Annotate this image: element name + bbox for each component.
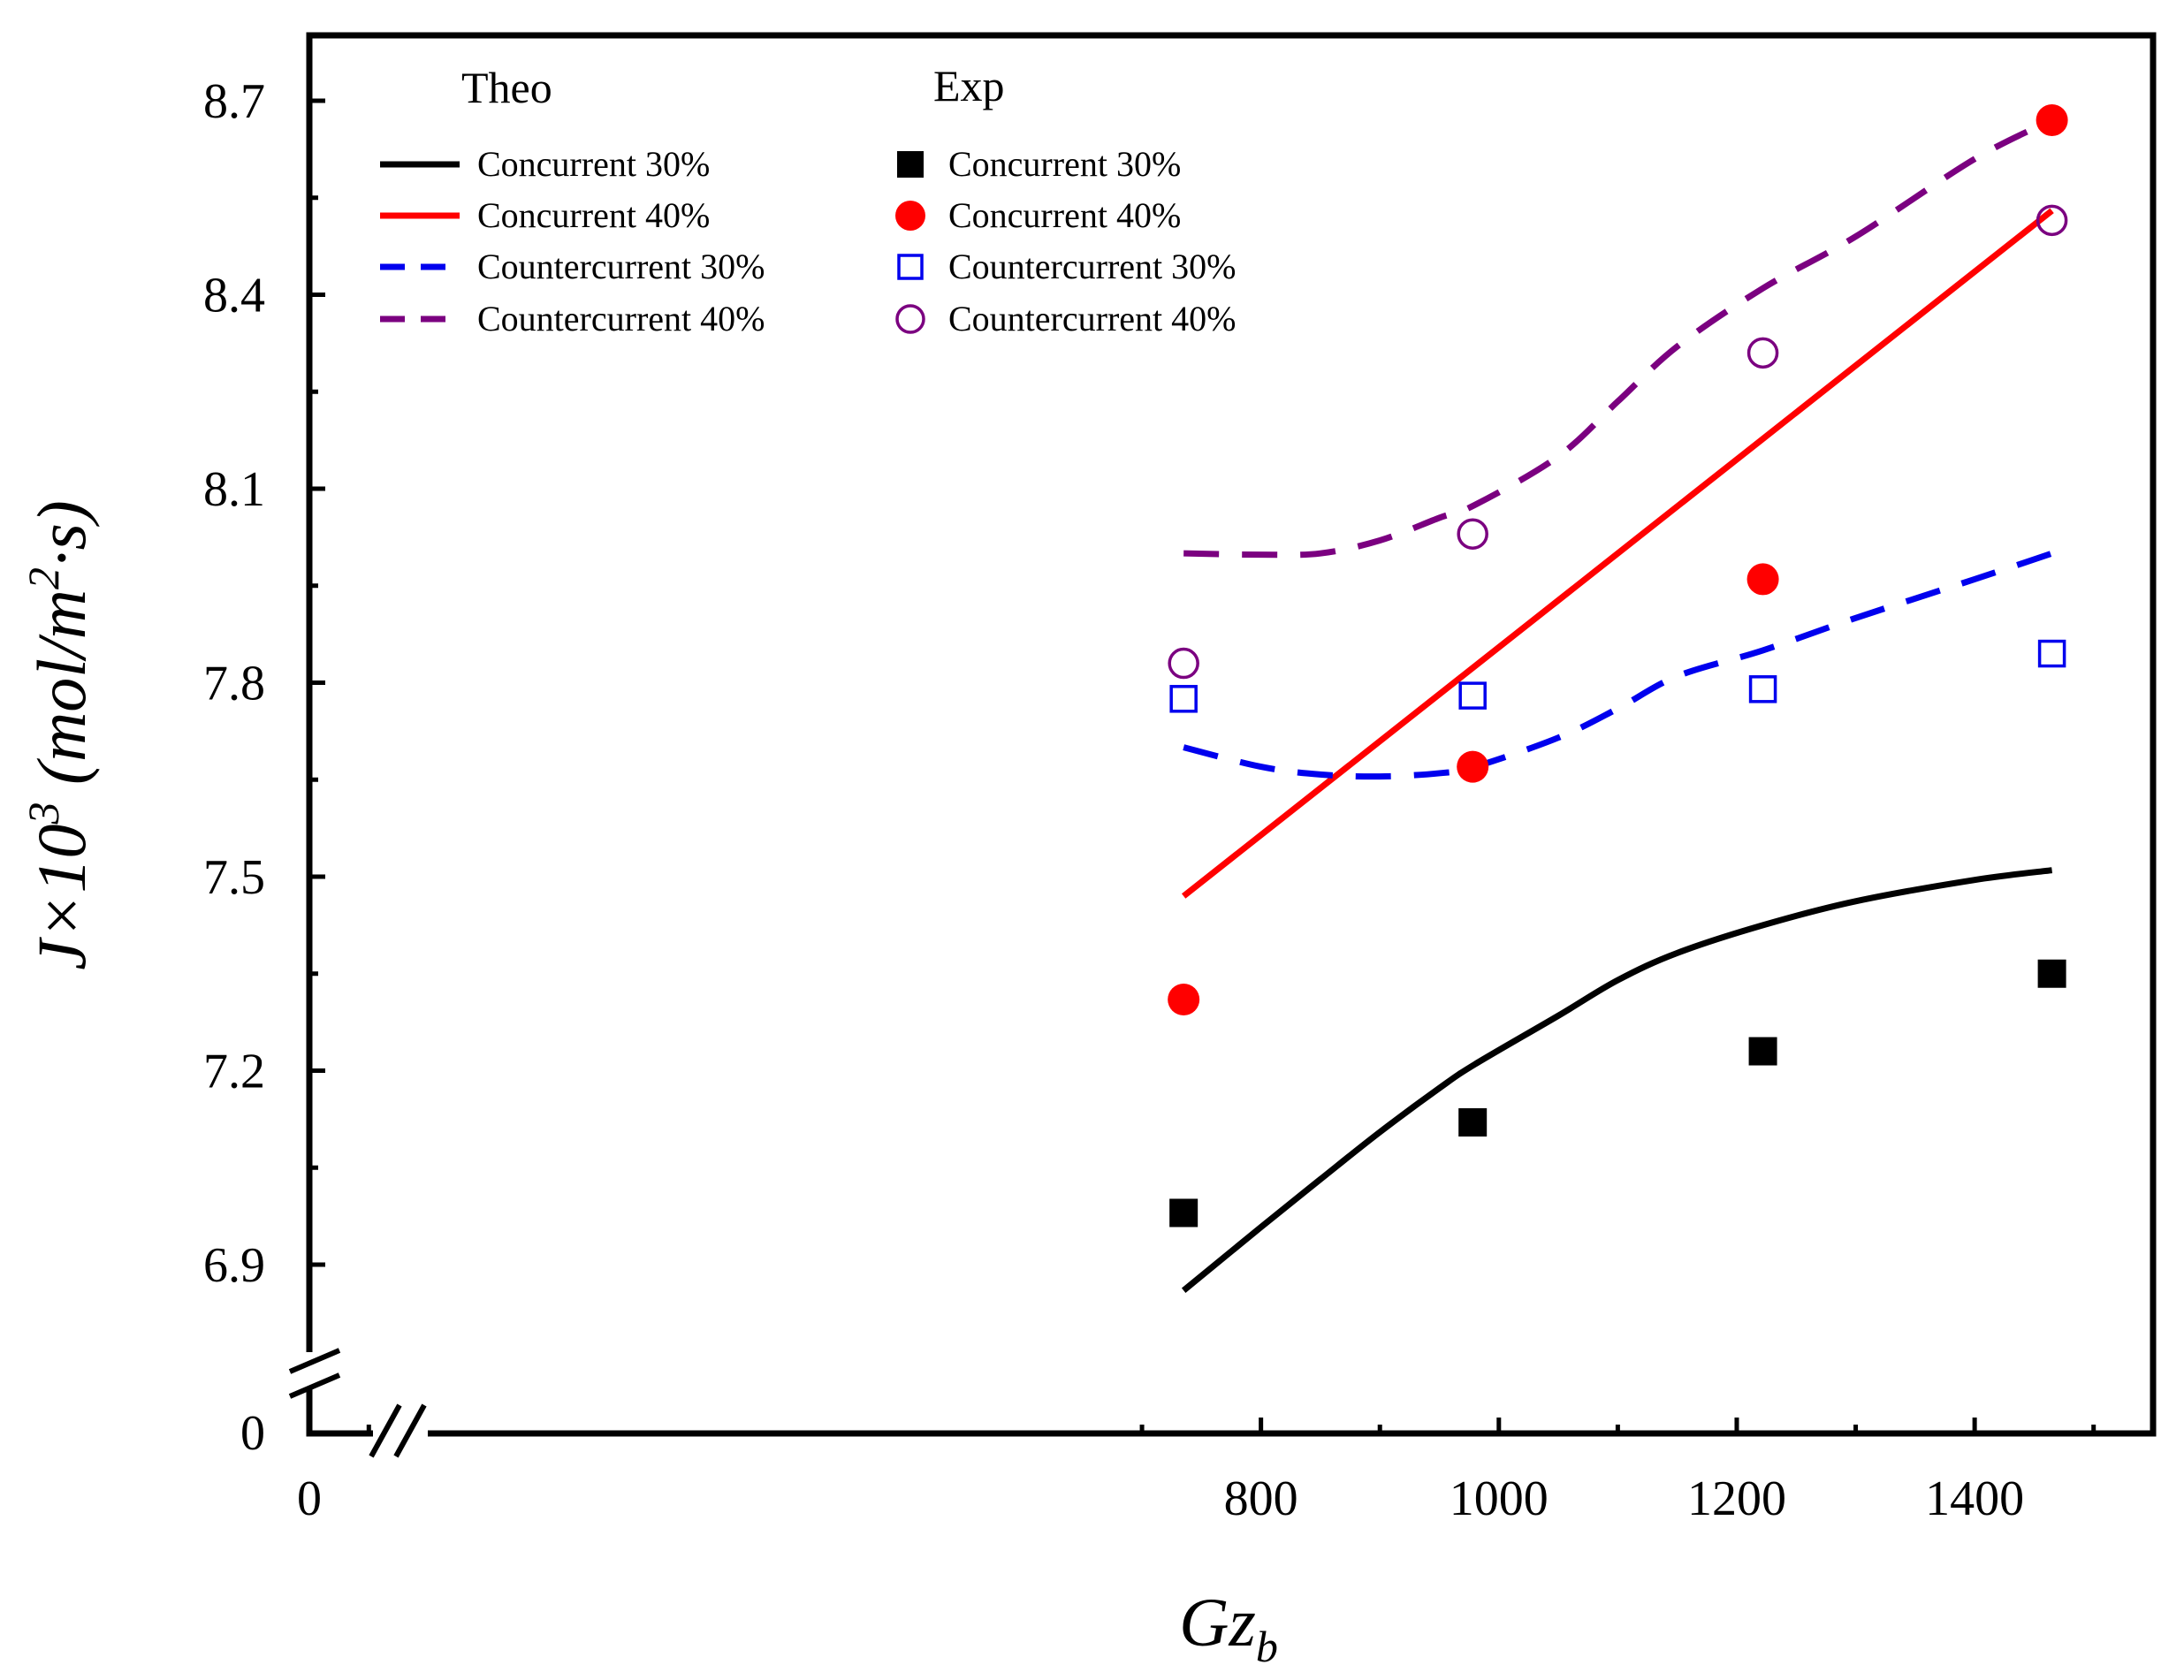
y-break-zero-label: 0 [240, 1406, 265, 1461]
axis-ticks [307, 98, 2096, 1436]
x-tick-label: 800 [1224, 1471, 1298, 1526]
exp-point-0-3 [2037, 959, 2066, 988]
exp-point-1-2 [1746, 563, 1779, 596]
legend-theo-header: Theo [461, 63, 552, 112]
legend-exp-label-0: Concurrent 30% [948, 144, 1181, 184]
axis-tick-labels: 0 800 1000 1200 1400 6.9 7.2 7.5 7.8 8.1 8.4 8.7 [203, 74, 2024, 1526]
exp-point-1-0 [1168, 984, 1200, 1016]
theo-line-1 [1182, 208, 2054, 899]
exp-point-3-0 [1168, 647, 1199, 680]
y-axis-break [283, 1348, 341, 1399]
exp-point-1-3 [2036, 103, 2068, 136]
exp-point-1-1 [1457, 750, 1489, 783]
exp-point-0-2 [1748, 1037, 1777, 1066]
theo-line-2 [1183, 550, 2053, 780]
exp-point-3-3 [2036, 204, 2068, 237]
legend-exp-header: Exp [933, 61, 1005, 110]
exp-point-0-0 [1169, 1198, 1199, 1228]
legend-theo-label-0: Concurrent 30% [477, 144, 710, 184]
exp-point-2-2 [1748, 675, 1777, 703]
x-axis-title: Gzb [1179, 1584, 1278, 1671]
legend-exp-label-2: Countercurrent 30% [948, 247, 1236, 286]
exp-point-2-0 [1169, 685, 1198, 713]
legend-theo-label-1: Concurrent 40% [477, 195, 710, 235]
x-axis-break [369, 1403, 428, 1458]
exp-point-0-1 [1458, 1108, 1488, 1137]
y-tick-label: 7.5 [203, 850, 265, 905]
legend: Theo Exp Concurrent 30% Concurrent 40% Cou… [380, 61, 1236, 338]
exp-point-2-1 [1458, 681, 1487, 710]
legend-exp-marker-1 [895, 201, 925, 231]
experimental-series [1168, 103, 2068, 1228]
theo-line-3 [1183, 117, 2054, 559]
plot-frame [306, 32, 2157, 1437]
legend-exp-label-1: Concurrent 40% [948, 195, 1181, 235]
x-tick-label: 1400 [1925, 1471, 2024, 1526]
y-tick-label: 6.9 [203, 1238, 265, 1293]
theoretical-series [1181, 117, 2054, 1293]
y-tick-label: 8.1 [203, 462, 265, 517]
y-tick-label: 8.4 [203, 269, 265, 323]
theo-line-0 [1181, 867, 2053, 1293]
legend-theo-label-2: Countercurrent 30% [477, 247, 765, 286]
legend-exp-label-3: Countercurrent 40% [948, 299, 1236, 338]
exp-point-3-1 [1457, 518, 1488, 550]
x-tick-label: 1200 [1687, 1471, 1786, 1526]
y-tick-label: 7.2 [203, 1045, 265, 1099]
legend-exp-marker-2 [897, 254, 924, 280]
y-tick-label: 8.7 [203, 74, 265, 129]
legend-theo-label-3: Countercurrent 40% [477, 299, 765, 338]
exp-point-2-3 [2037, 639, 2066, 668]
exp-point-3-2 [1746, 337, 1779, 369]
x-tick-label: 0 [297, 1471, 322, 1526]
legend-exp-marker-0 [897, 151, 924, 178]
y-tick-label: 7.8 [203, 657, 265, 711]
x-tick-label: 1000 [1450, 1471, 1549, 1526]
y-axis-title: J×103 (mol/m2·s) [19, 500, 100, 970]
legend-exp-marker-3 [895, 304, 925, 334]
